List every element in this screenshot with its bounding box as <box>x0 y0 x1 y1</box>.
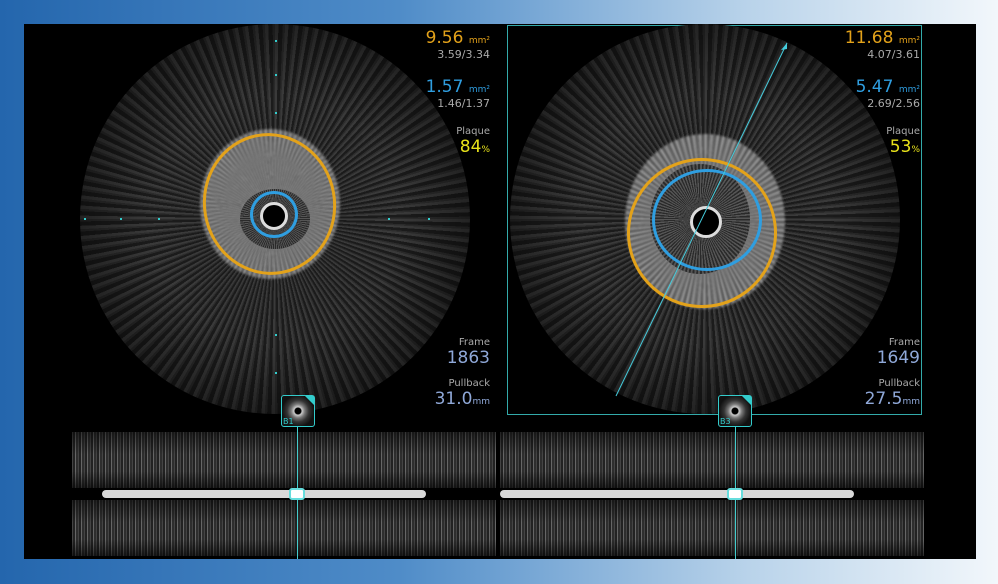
vessel-diameters: 3.59/3.34 <box>437 48 490 61</box>
measurement-line[interactable] <box>24 24 976 559</box>
vessel-area: 9.56 <box>425 28 464 48</box>
pullback-value: 27.5 <box>864 389 903 409</box>
lumen-contour[interactable] <box>652 169 762 271</box>
pullback-slider-right[interactable] <box>500 490 854 498</box>
longitudinal-view-right-top[interactable] <box>500 432 924 488</box>
lumen-area: 1.57 <box>425 77 464 97</box>
frame-marker-right[interactable]: B3 <box>718 395 752 427</box>
slider-handle-left[interactable] <box>289 488 305 500</box>
lumen-diameters: 1.46/1.37 <box>437 97 490 110</box>
vessel-diameters: 4.07/3.61 <box>867 48 920 61</box>
right-measurements: 11.68 mm² 4.07/3.61 5.47 mm² 2.69/2.56 P… <box>810 28 920 157</box>
left-measurements: 9.56 mm² 3.59/3.34 1.57 mm² 1.46/1.37 Pl… <box>380 28 490 157</box>
lumen-diameters: 2.69/2.56 <box>867 97 920 110</box>
catheter <box>260 202 288 230</box>
plaque-value: 53 <box>889 137 912 157</box>
lumen-contour[interactable] <box>250 191 298 238</box>
ivus-cross-section-right[interactable] <box>510 24 900 414</box>
plaque-value: 84 <box>459 137 482 157</box>
vessel-area: 11.68 <box>844 28 894 48</box>
frame-marker-left[interactable]: B1 <box>281 395 315 427</box>
frame-number: 1649 <box>876 348 920 368</box>
left-frame-info: Frame 1863 Pullback 31.0mm <box>380 337 490 409</box>
right-frame-info: Frame 1649 Pullback 27.5mm <box>810 337 920 409</box>
slider-handle-right[interactable] <box>727 488 743 500</box>
ivus-viewer: 9.56 mm² 3.59/3.34 1.57 mm² 1.46/1.37 Pl… <box>24 24 976 559</box>
pullback-value: 31.0 <box>434 389 473 409</box>
longitudinal-view-left-bottom[interactable] <box>72 500 496 556</box>
lumen-area: 5.47 <box>855 77 894 97</box>
frame-number: 1863 <box>446 348 490 368</box>
longitudinal-view-left-top[interactable] <box>72 432 496 488</box>
plaque-label: Plaque <box>456 126 490 137</box>
ivus-cross-section-left[interactable] <box>80 24 470 414</box>
pullback-slider-left[interactable] <box>102 490 426 498</box>
plaque-label: Plaque <box>886 126 920 137</box>
longitudinal-view-right-bottom[interactable] <box>500 500 924 556</box>
